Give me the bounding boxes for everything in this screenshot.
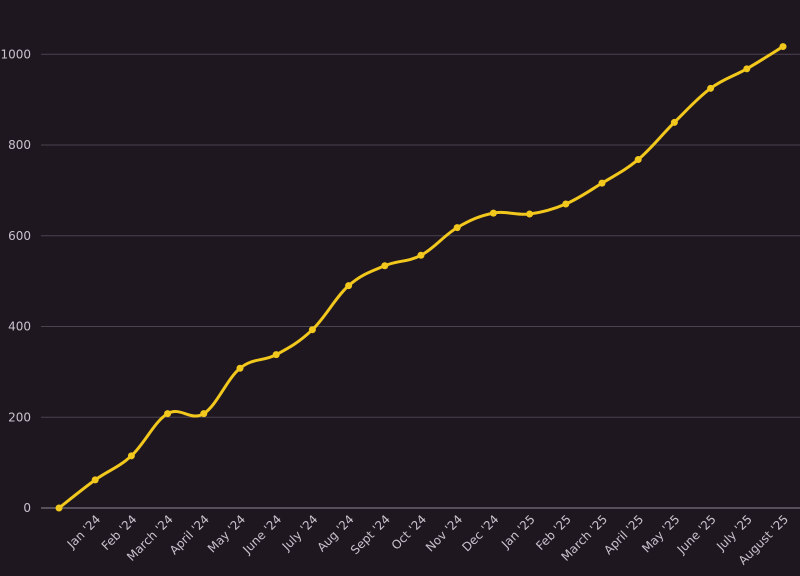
y-tick-label: 600: [8, 229, 31, 243]
data-point: [598, 179, 606, 187]
data-point: [272, 351, 280, 359]
grid-lines: [41, 53, 800, 509]
data-point: [127, 452, 135, 460]
data-point: [55, 504, 63, 512]
y-tick-label: 400: [8, 320, 31, 334]
data-point: [200, 410, 208, 418]
data-point: [489, 209, 497, 217]
y-tick-label: 800: [8, 138, 31, 152]
data-point: [670, 118, 678, 126]
data-point: [707, 84, 715, 92]
data-point: [743, 65, 751, 73]
data-point: [308, 326, 316, 334]
y-tick-label: 0: [23, 501, 31, 515]
series-layer: [55, 43, 787, 512]
data-point: [381, 262, 389, 270]
y-tick-label: 1000: [0, 47, 31, 61]
data-point: [526, 210, 534, 218]
y-axis-ticks: 0 200 400 600 800 1000: [0, 47, 31, 515]
data-point: [779, 43, 787, 51]
data-point: [236, 364, 244, 372]
data-point: [562, 200, 570, 208]
y-tick-label: 200: [8, 410, 31, 424]
data-point: [164, 410, 172, 418]
data-point: [417, 251, 425, 259]
data-point: [345, 282, 353, 290]
data-point: [634, 156, 642, 164]
data-point: [91, 476, 99, 484]
data-point: [453, 224, 461, 232]
